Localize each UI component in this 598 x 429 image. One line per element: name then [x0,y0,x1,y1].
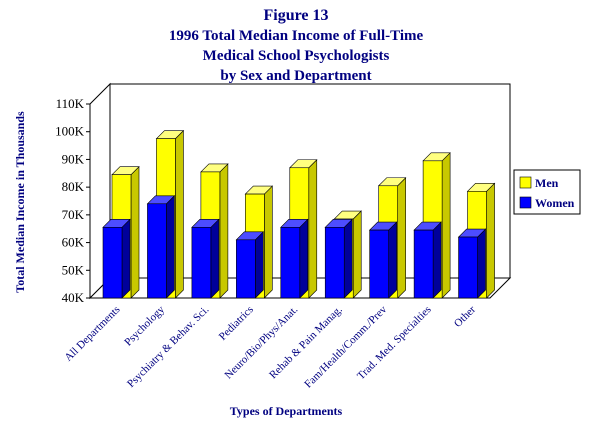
bar-women [280,218,309,299]
y-tick-label: 80K [62,179,85,194]
bar-women [413,221,442,299]
bar-women-side [210,218,220,299]
bar-women [457,228,487,299]
bar-men-side [264,185,273,299]
bar-women [235,231,265,299]
bar-men-side [308,159,318,299]
bar-women-side [343,218,353,299]
bar-men-side [441,152,451,299]
x-category-label: Other [452,303,478,329]
bar-women [146,195,176,299]
bar-women-front [147,203,167,299]
chart-title-line: Figure 13 [263,7,328,24]
bar-women-side [477,228,486,299]
legend-label: Women [535,196,575,210]
legend-swatch [519,176,532,189]
bar-women-front [236,239,256,299]
bar-women-side [388,221,397,299]
bar-men-side [175,129,184,299]
y-tick-label: 50K [62,262,85,277]
x-category-label: All Departments [62,304,122,364]
y-tick-label: 90K [62,151,85,166]
bar-women-front [280,227,301,299]
bar-women-front [191,227,212,299]
bar-women [191,218,220,299]
x-category-label: Fam/Health/Comm./Prev [302,303,389,390]
bar-women-side [121,218,131,299]
bar-women [324,218,353,299]
bar-women-front [413,229,434,299]
bar-women-side [432,221,442,299]
bar-women-front [324,227,345,299]
chart-title-line: 1996 Total Median Income of Full-Time [169,28,424,44]
x-category-label: Psychology [122,303,167,348]
x-category-label: Psychiatry & Behav. Sci. [125,303,212,390]
bar-women-front [102,227,123,299]
legend: Men Women [513,169,581,215]
y-tick-label: 40K [62,290,85,305]
y-tick-label: 110K [56,96,85,111]
bar-women-side [299,218,309,299]
bar-women-side [166,195,175,299]
legend-swatch [519,196,532,209]
y-tick-label: 100K [55,124,85,139]
bar-men-side [219,163,229,299]
x-category-label: Rehab & Pain Manag. [267,303,345,381]
bar-women-side [255,231,264,299]
x-category-label: Trad. Med. Specialties [355,304,434,383]
x-axis-title: Types of Departments [230,404,343,418]
x-category-label: Pediatrics [217,304,256,343]
x-category-label: Neuro/Bio/Phys/Anat. [222,303,300,381]
chart-title: Figure 13 1996 Total Median Income of Ful… [169,7,424,84]
legend-label: Men [535,176,559,190]
bar-women [368,221,398,299]
bar-men-side [486,182,495,299]
chart-title-line: by Sex and Department [220,68,371,84]
bar-women [102,218,131,299]
y-axis-title: Total Median Income in Thousands [13,111,27,293]
bar-women-front [369,229,389,299]
bars [102,129,496,299]
y-tick-label: 70K [62,207,85,222]
bar-men-side [352,210,362,299]
bar-men-side [397,177,406,299]
y-tick-label: 60K [62,235,85,250]
bar-men-side [130,165,140,299]
y-axis-ticks: 40K 50K 60K 70K 80K 90K 100K 110K [55,96,90,305]
bar-women-front [458,236,478,299]
chart-title-line: Medical School Psychologists [203,48,390,64]
